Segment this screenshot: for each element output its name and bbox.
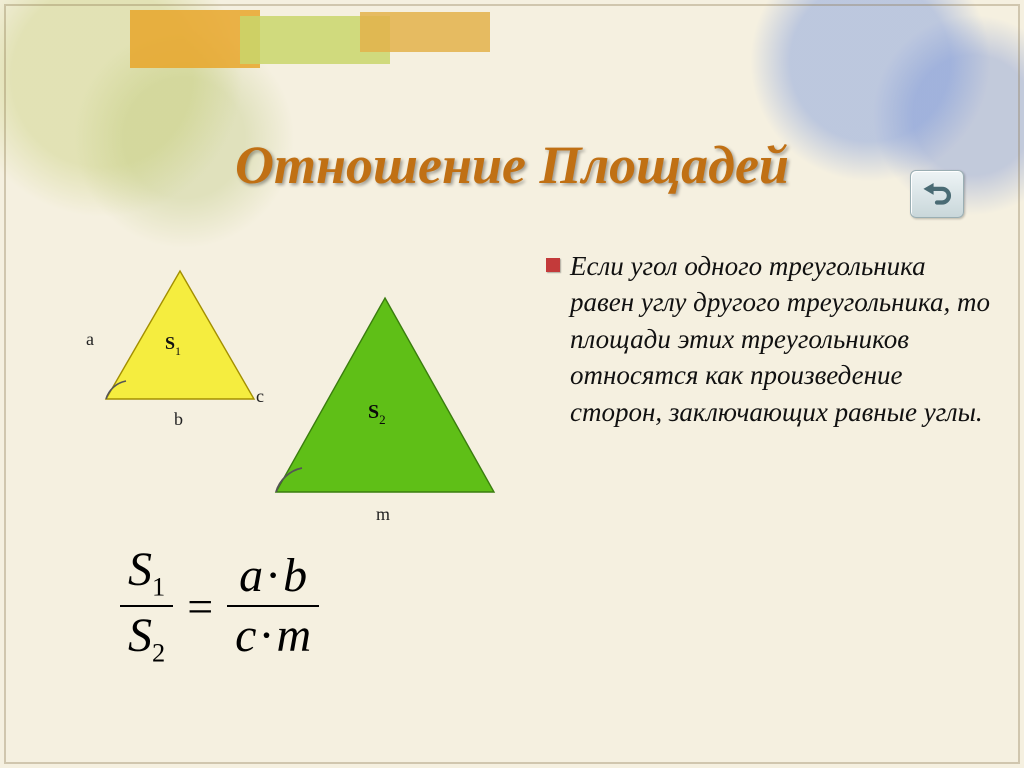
frac-bar-1 [120, 605, 173, 607]
s1-sub: 1 [152, 572, 165, 602]
frac-bar-2 [227, 605, 319, 607]
dot-2: · [256, 609, 276, 662]
den-c: c [235, 609, 256, 662]
slide-title: Отношение Площадей [0, 134, 1024, 196]
t1-side-a: a [86, 329, 94, 350]
t2-side-c: c [256, 386, 264, 407]
u-turn-icon [920, 180, 954, 208]
decorative-strips [130, 6, 764, 76]
dot-1: · [263, 549, 283, 602]
triangle-2-figure: S2 c m [270, 290, 500, 505]
triangle-1-svg: S1 [100, 265, 260, 405]
bullet-icon [546, 258, 560, 272]
triangle-1-figure: S1 a b [100, 265, 260, 410]
s2-base: S [128, 609, 152, 662]
num-a: a [239, 549, 263, 602]
theorem-text: Если угол одного треугольника равен углу… [570, 248, 990, 430]
den-m: m [276, 609, 311, 662]
t1-side-b: b [174, 409, 183, 430]
t1-label-s: S [165, 333, 175, 353]
t1-label-sub: 1 [175, 344, 181, 358]
back-button[interactable] [910, 170, 964, 218]
num-b: b [283, 549, 307, 602]
t2-side-m: m [376, 504, 390, 525]
triangle-2-svg: S2 [270, 290, 500, 500]
area-ratio-formula: S1 S2 = a·b c·m [120, 545, 319, 668]
frac-left: S1 S2 [120, 545, 173, 668]
content-area: Если угол одного треугольника равен углу… [70, 230, 984, 738]
equals-sign: = [187, 580, 213, 633]
strip-amber [360, 12, 490, 52]
s1-base: S [128, 543, 152, 596]
frac-right: a·b c·m [227, 551, 319, 662]
t2-label-sub: 2 [379, 412, 386, 427]
t2-label-s: S [368, 401, 379, 423]
s2-sub: 2 [152, 638, 165, 668]
